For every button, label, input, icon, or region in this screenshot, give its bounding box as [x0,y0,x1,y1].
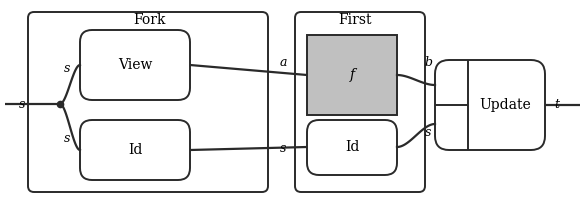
Text: Fork: Fork [134,13,166,27]
Text: b: b [424,56,432,68]
Text: s: s [425,125,431,139]
Text: s: s [64,62,70,74]
Text: f: f [349,68,355,82]
FancyBboxPatch shape [80,30,190,100]
Text: s: s [19,98,25,110]
Text: s: s [280,141,286,155]
Text: s: s [64,131,70,145]
FancyBboxPatch shape [28,12,268,192]
Text: Update: Update [479,98,531,112]
Text: a: a [279,56,287,68]
Text: View: View [118,58,152,72]
Bar [307,35,397,115]
FancyBboxPatch shape [435,60,545,150]
Text: Id: Id [345,140,359,154]
Text: First: First [338,13,371,27]
FancyBboxPatch shape [80,120,190,180]
Text: Id: Id [128,143,142,157]
FancyBboxPatch shape [307,120,397,175]
FancyBboxPatch shape [295,12,425,192]
Text: t: t [555,98,559,110]
